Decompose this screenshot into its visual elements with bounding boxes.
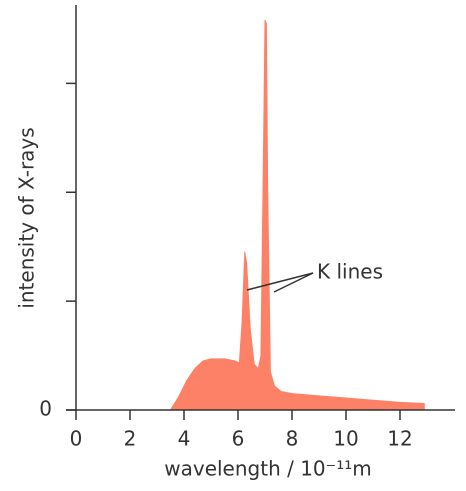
x-tick-label: 8: [286, 427, 299, 451]
x-tick-label: 2: [124, 427, 137, 451]
x-tick-label: 4: [178, 427, 191, 451]
x-tick-label: 12: [387, 427, 412, 451]
annotation-pointer: [273, 272, 314, 293]
plot-area: [170, 19, 425, 411]
x-tick-label: 0: [70, 427, 83, 451]
x-axis-label: wavelength / 10⁻¹¹m: [164, 457, 371, 481]
y-tick-label: 0: [39, 397, 52, 421]
x-tick-label: 6: [232, 427, 245, 451]
y-axis-label: intensity of X-rays: [15, 127, 39, 308]
annotation-pointer: [246, 272, 314, 291]
x-tick-label: 10: [333, 427, 358, 451]
annotation: K lines: [317, 260, 383, 284]
spectrum-area: [170, 19, 425, 411]
